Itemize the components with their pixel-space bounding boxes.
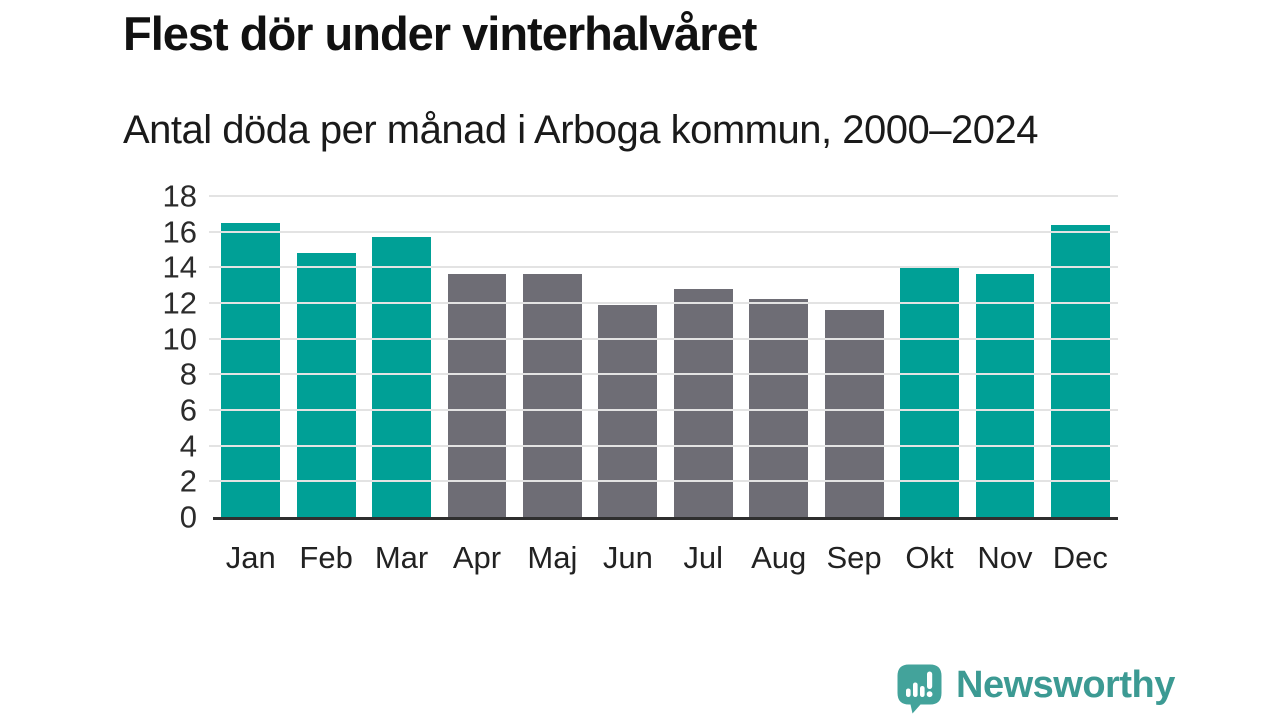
gridline-y-6 <box>209 409 1118 411</box>
bar-slot-okt: Okt <box>892 196 967 573</box>
bar-slot-sep: Sep <box>816 196 891 573</box>
gridline-y-14 <box>209 266 1118 269</box>
x-axis-tick-label-sep: Sep <box>826 540 882 575</box>
bar-slot-aug: Aug <box>741 196 816 573</box>
y-axis-tick-label-14: 14 <box>162 249 197 285</box>
x-axis-tick-label-dec: Dec <box>1052 540 1108 575</box>
x-axis-tick-label-jun: Jun <box>602 540 653 575</box>
x-axis-tick-label-jul: Jul <box>683 540 724 575</box>
bar-slot-maj: Maj <box>515 196 590 573</box>
bar-nov <box>975 274 1035 517</box>
chart-title: Flest dör under vinterhalvåret <box>123 7 757 60</box>
x-axis-tick-label-jan: Jan <box>225 540 276 575</box>
y-axis-tick-label-2: 2 <box>179 463 197 499</box>
bar-okt <box>900 267 959 517</box>
y-axis-tick-label-12: 12 <box>162 285 197 321</box>
x-axis-tick-label-nov: Nov <box>977 540 1033 575</box>
chart-subtitle: Antal döda per månad i Arboga kommun, 20… <box>123 108 1038 152</box>
bar-slot-feb: Feb <box>288 196 363 573</box>
bar-slot-jul: Jul <box>666 196 741 573</box>
bar-slot-apr: Apr <box>439 196 514 573</box>
bar-jan <box>221 222 281 517</box>
y-axis-tick-label-0: 0 <box>179 499 197 535</box>
y-axis-tick-label-10: 10 <box>162 321 197 357</box>
bar-apr <box>447 274 507 517</box>
bar-slot-jan: Jan <box>213 196 288 573</box>
gridline-y-10 <box>209 337 1118 340</box>
bar-slot-jun: Jun <box>590 196 665 573</box>
y-axis-tick-label-6: 6 <box>179 392 197 428</box>
x-axis-tick-label-feb: Feb <box>299 540 353 575</box>
bar-slot-nov: Nov <box>967 196 1042 573</box>
gridline-y-16 <box>209 230 1118 233</box>
bar-series: Jan Feb Mar Apr Maj Jun Jul Aug Sep Okt Nov Dec <box>213 196 1118 573</box>
gridline-y-8 <box>209 373 1118 376</box>
gridline-y-18 <box>209 195 1118 197</box>
bar-feb <box>296 253 356 517</box>
brand-name: Newsworthy <box>956 663 1175 706</box>
x-axis-tick-label-maj: Maj <box>527 540 578 575</box>
x-axis-tick-label-okt: Okt <box>905 540 954 575</box>
gridline-y-12 <box>209 302 1118 304</box>
bar-slot-mar: Mar <box>364 196 439 573</box>
newsworthy-logo-icon <box>897 664 942 714</box>
bar-maj <box>522 274 582 517</box>
x-axis-tick-label-mar: Mar <box>374 540 429 575</box>
x-axis-tick-label-apr: Apr <box>452 540 502 575</box>
footer-brand: Newsworthy <box>896 663 1175 714</box>
y-axis-tick-label-18: 18 <box>162 178 197 214</box>
gridline-y-2 <box>209 480 1118 483</box>
bar-slot-dec: Dec <box>1043 196 1118 573</box>
bar-jul <box>673 288 733 517</box>
y-axis-tick-label-8: 8 <box>179 356 197 392</box>
bar-dec <box>1050 224 1110 517</box>
bar-mar <box>372 237 431 517</box>
y-axis-tick-label-16: 16 <box>162 214 197 250</box>
y-axis-tick-label-4: 4 <box>179 428 197 464</box>
bar-sep <box>824 310 884 517</box>
x-axis-tick-label-aug: Aug <box>751 540 807 575</box>
gridline-y-4 <box>209 444 1118 447</box>
